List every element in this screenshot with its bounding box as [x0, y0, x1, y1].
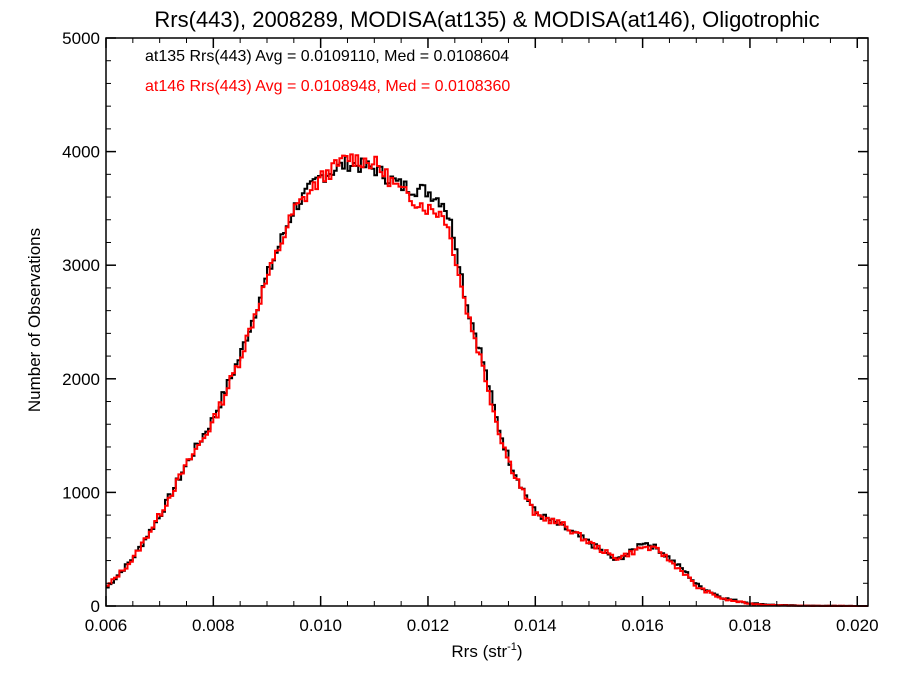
x-tick-label: 0.014 [514, 616, 557, 635]
y-axis-label: Number of Observations [25, 228, 44, 412]
series-line-at146 [106, 153, 868, 607]
x-tick-label: 0.012 [407, 616, 450, 635]
x-tick-label: 0.016 [621, 616, 664, 635]
x-tick-label: 0.018 [729, 616, 772, 635]
annotation-at146: at146 Rrs(443) Avg = 0.0108948, Med = 0.… [145, 78, 510, 95]
annotation-at135: at135 Rrs(443) Avg = 0.0109110, Med = 0.… [145, 48, 509, 65]
y-tick-label: 3000 [62, 256, 100, 275]
y-tick-label: 4000 [62, 143, 100, 162]
y-tick-label: 0 [91, 597, 100, 616]
y-tick-label: 1000 [62, 483, 100, 502]
x-tick-label: 0.020 [836, 616, 879, 635]
chart-title: Rrs(443), 2008289, MODISA(at135) & MODIS… [154, 7, 819, 32]
plot-frame [105, 37, 869, 607]
x-axis-label: Rrs (str-1) [451, 641, 522, 661]
y-tick-label: 5000 [62, 29, 100, 48]
x-tick-label: 0.008 [192, 616, 235, 635]
x-tick-label: 0.006 [85, 616, 128, 635]
y-tick-label: 2000 [62, 370, 100, 389]
plot-area: 0.006 0.008 0.010 0.012 0.014 0.016 0.018 0.020… [62, 29, 878, 635]
x-tick-label: 0.010 [299, 616, 342, 635]
